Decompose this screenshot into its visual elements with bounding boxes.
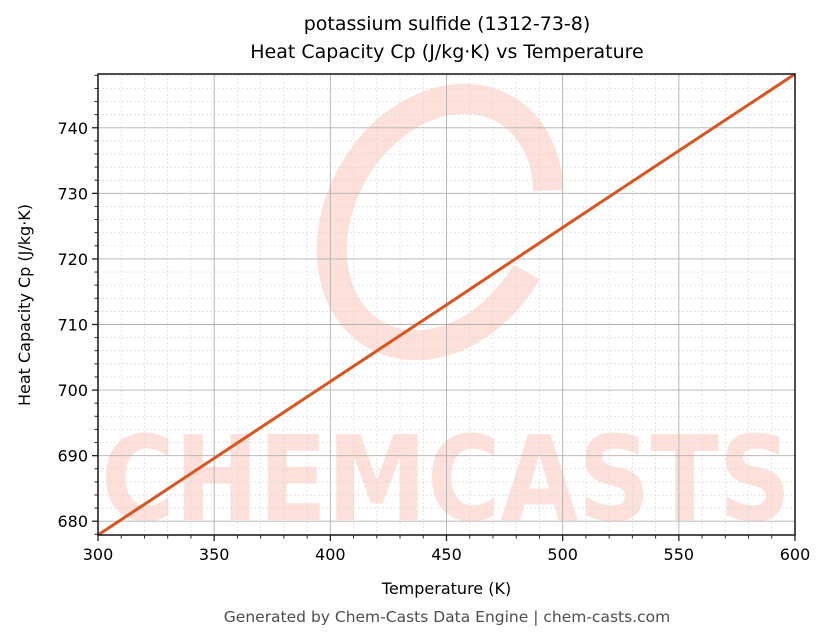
axis-ticks (92, 74, 796, 541)
chart-title-line-2: Heat Capacity Cp (J/kg·K) vs Temperature (250, 41, 644, 63)
x-axis-tick-labels: 300 350 400 450 500 550 600 (83, 545, 811, 564)
y-axis-label: Heat Capacity Cp (J/kg·K) (15, 204, 34, 406)
x-axis-label: Temperature (K) (381, 579, 511, 598)
x-tick-label: 350 (199, 545, 230, 564)
y-axis-tick-labels: 680 690 700 710 720 730 740 (57, 119, 88, 531)
y-tick-label: 710 (57, 316, 88, 335)
y-tick-label: 680 (57, 512, 88, 531)
watermark-text: CHEMCASTS (101, 410, 791, 548)
y-tick-label: 730 (57, 184, 88, 203)
x-tick-label: 300 (83, 545, 114, 564)
y-tick-label: 720 (57, 250, 88, 269)
cp-line (97, 72, 796, 537)
x-tick-label: 600 (780, 545, 811, 564)
x-tick-label: 450 (431, 545, 462, 564)
chart-title-line-1: potassium sulfide (1312-73-8) (303, 13, 591, 35)
chemcasts-watermark: CHEMCASTS (101, 83, 791, 548)
y-tick-label: 690 (57, 447, 88, 466)
y-tick-label: 740 (57, 119, 88, 138)
x-tick-label: 500 (547, 545, 578, 564)
watermark-swirl-icon (316, 83, 564, 361)
x-tick-label: 550 (664, 545, 695, 564)
footer-credit: Generated by Chem-Casts Data Engine | ch… (223, 608, 671, 626)
cp-line-series (97, 72, 796, 537)
x-tick-label: 400 (315, 545, 346, 564)
y-tick-label: 700 (57, 381, 88, 400)
